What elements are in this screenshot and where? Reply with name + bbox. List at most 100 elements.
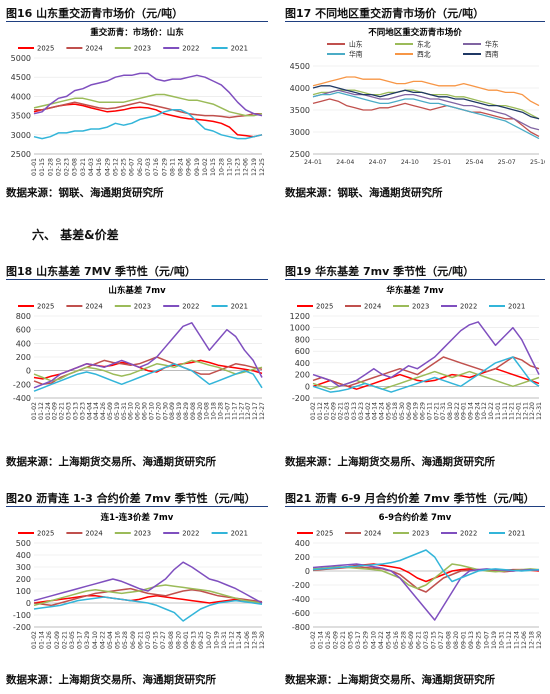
series-line-2021: [33, 596, 263, 622]
series-line-2021: [312, 549, 540, 583]
x-tick-label: 08-20: [453, 631, 460, 649]
x-tick-label: 08-09: [169, 402, 176, 420]
legend-label: 2025: [316, 530, 333, 538]
series-line-2022: [33, 322, 263, 389]
y-tick-label: 500: [16, 539, 31, 548]
figure-18-source: 数据来源：上海期货交易所、海通期货研究所: [6, 456, 216, 468]
legend-label: 2024: [364, 303, 381, 311]
x-tick-label: 01-02: [310, 631, 317, 649]
series-line-2021: [312, 356, 540, 393]
x-tick-label: 05-25: [121, 158, 128, 176]
figure-20-source: 数据来源：上海期货交易所、海通期货研究所: [6, 674, 216, 686]
y-tick-label: 1200: [290, 312, 310, 321]
section-heading: 六、 基差&价差: [32, 228, 119, 242]
x-tick-label: 07-15: [431, 631, 438, 649]
x-tick-label: 25-01: [433, 159, 451, 166]
y-tick-label: -400: [13, 394, 31, 403]
x-tick-label: 03-13: [351, 402, 358, 420]
figure-18-chart: 山东基差 7mv 2025 2024 2023 2022 2021 -400 -200 0 200…: [6, 282, 268, 424]
x-tick-label: 10-19: [491, 631, 498, 649]
x-tick-label: 07-21: [433, 402, 440, 420]
x-tick-label: 11-07: [224, 402, 231, 420]
y-tick-label: 0: [305, 382, 310, 391]
series-line-2024: [33, 587, 263, 607]
x-tick-label: 01-15: [39, 158, 46, 176]
x-tick-label: 06-21: [415, 631, 422, 649]
figure-21-source: 数据来源：上海期货交易所、海通期货研究所: [285, 674, 495, 686]
x-tick-label: 09-20: [197, 402, 204, 420]
x-tick-label: 12-30: [536, 631, 543, 649]
figure-16-chart: 重交沥青：市场价：山东 2025 2024 2023 2022 2021 2500 3000 3…: [6, 24, 268, 180]
x-tick-label: 03-05: [69, 631, 76, 649]
legend-label: 2025: [37, 45, 54, 53]
y-tick-label: 0: [305, 567, 310, 576]
x-tick-label: 09-01: [461, 402, 468, 420]
x-tick-label: 05-06: [385, 402, 392, 420]
y-tick-label: 3000: [290, 128, 310, 137]
x-tick-label: 08-29: [183, 402, 190, 420]
x-tick-label: 02-23: [64, 158, 71, 176]
x-tick-label: 11-17: [231, 402, 238, 420]
figure-21-svg: 6-9合约价差 7mv 2025 2024 2023 2022 2021 -800 -600 -…: [292, 512, 543, 649]
figure-19-chart: 华东基差 7mv 2025 2024 2023 2022 2021 -200 0 200 400 6…: [285, 282, 545, 424]
x-tick-label: 09-01: [461, 631, 468, 649]
x-tick-label: 08-22: [454, 402, 461, 420]
x-tick-label: 01-26: [325, 631, 332, 649]
x-tick-label: 06-21: [137, 631, 144, 649]
x-tick-label: 01-24: [324, 402, 331, 420]
legend-label: 2021: [231, 530, 248, 538]
legend-label: 2025: [316, 303, 333, 311]
figure-19-rule: [285, 279, 545, 280]
legend-label: 2021: [231, 303, 248, 311]
legend-label: 2024: [85, 45, 102, 53]
x-tick-label: 11-21: [509, 402, 516, 420]
chart-title: 山东基差 7mv: [108, 285, 166, 296]
y-tick-label: -200: [292, 394, 310, 403]
series-line-2023: [33, 584, 263, 607]
y-tick-label: -800: [292, 623, 310, 632]
x-tick-label: 07-27: [438, 631, 445, 649]
y-tick-label: 1000: [290, 324, 310, 333]
x-tick-label: 24-04: [336, 159, 354, 166]
x-tick-label: 03-03: [344, 402, 351, 420]
legend-label: 2025: [37, 530, 54, 538]
x-tick-label: 12-07: [245, 402, 252, 420]
x-tick-label: 01-02: [31, 631, 38, 649]
x-tick-label: 09-01: [183, 631, 190, 649]
y-tick-label: 0: [26, 367, 31, 376]
series-line-华南: [312, 91, 540, 140]
x-tick-label: 05-09: [107, 402, 114, 420]
figure-16-rule: [6, 21, 268, 22]
x-tick-label: 25-10: [530, 159, 545, 166]
figure-20-svg: 连1-连3价差 7mv 2025 2024 2023 2022 2021 -200 -100 0…: [13, 512, 266, 649]
legend-label: 华南: [349, 50, 363, 59]
x-tick-label: 10-22: [488, 402, 495, 420]
chart-title: 6-9合约价差 7mv: [379, 512, 452, 523]
y-tick-label: -100: [13, 611, 31, 620]
x-tick-label: 10-02: [202, 158, 209, 176]
x-tick-label: 05-28: [122, 631, 129, 649]
x-tick-label: 25-07: [498, 159, 516, 166]
y-tick-label: -400: [292, 595, 310, 604]
x-tick-label: 05-04: [385, 631, 392, 649]
x-tick-label: 11-10: [226, 158, 233, 176]
x-tick-label: 09-19: [194, 158, 201, 176]
x-tick-label: 12-18: [528, 631, 535, 649]
y-tick-label: 0: [26, 599, 31, 608]
series-line-山东: [312, 98, 540, 137]
y-tick-label: 2500: [290, 150, 310, 159]
x-tick-label: 09-13: [191, 631, 198, 649]
y-tick-label: 3500: [290, 106, 310, 115]
x-tick-label: 12-18: [251, 631, 258, 649]
x-tick-label: 11-24: [513, 631, 520, 649]
x-tick-label: 11-12: [229, 631, 236, 649]
x-tick-label: 05-16: [393, 631, 400, 649]
x-tick-label: 03-23: [79, 402, 86, 420]
y-tick-label: 300: [16, 563, 31, 572]
y-tick-label: 200: [295, 553, 310, 562]
figure-18-svg: 山东基差 7mv 2025 2024 2023 2022 2021 -400 -200 0 200…: [13, 285, 266, 420]
figure-21-title: 图21 沥青 6-9 月合约价差 7mv 季节性（元/吨）: [285, 492, 535, 505]
x-tick-label: 04-26: [100, 402, 107, 420]
x-tick-label: 05-18: [392, 402, 399, 420]
figure-17-title: 图17 不同地区重交沥青市场价（元/吨）: [285, 7, 485, 20]
